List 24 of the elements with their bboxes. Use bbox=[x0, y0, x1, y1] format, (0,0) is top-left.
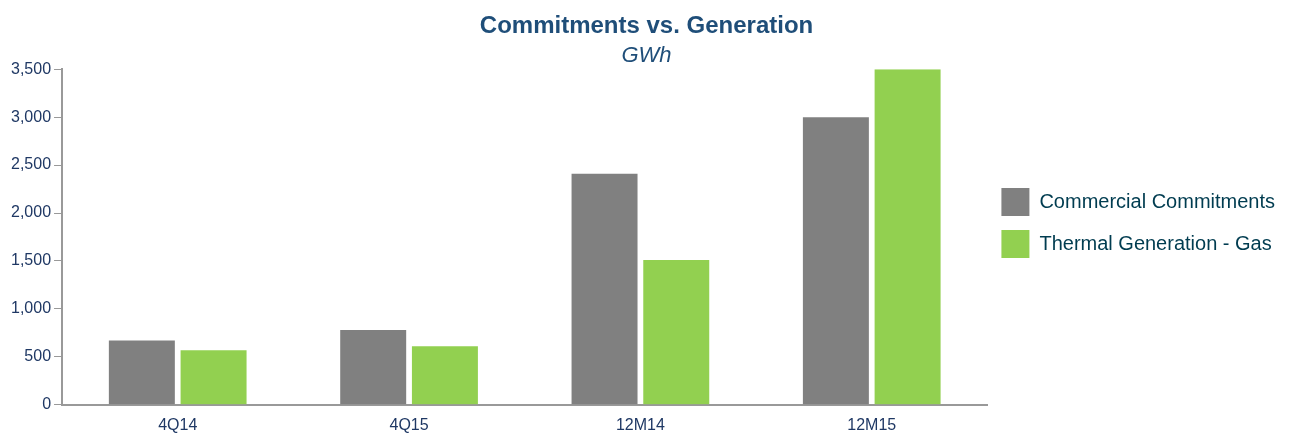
legend-label: Commercial Commitments bbox=[1039, 189, 1276, 212]
legend-label: Thermal Generation - Gas bbox=[1039, 231, 1272, 254]
bar bbox=[180, 350, 247, 405]
x-tick-label: 4Q15 bbox=[389, 415, 429, 433]
bar bbox=[643, 260, 710, 405]
chart-subtitle: GWh bbox=[621, 42, 672, 68]
y-tick-label: 0 bbox=[42, 395, 52, 413]
y-tick-label: 500 bbox=[24, 347, 52, 365]
y-tick-label: 1,500 bbox=[10, 251, 52, 269]
y-tick-label: 3,500 bbox=[10, 59, 52, 77]
chart-title: Commitments vs. Generation bbox=[479, 11, 814, 39]
bar bbox=[802, 117, 869, 405]
bar bbox=[340, 330, 407, 405]
y-tick-label: 1,000 bbox=[10, 299, 52, 317]
x-tick-label: 12M15 bbox=[847, 415, 897, 433]
bar bbox=[411, 346, 478, 405]
y-tick-label: 3,000 bbox=[10, 107, 52, 125]
y-tick-label: 2,000 bbox=[10, 203, 52, 221]
x-tick-label: 4Q14 bbox=[158, 415, 198, 433]
x-tick-label: 12M14 bbox=[615, 415, 665, 433]
bar bbox=[571, 173, 638, 405]
y-tick-label: 2,500 bbox=[10, 155, 52, 173]
bar bbox=[874, 69, 941, 405]
bar bbox=[108, 340, 175, 405]
